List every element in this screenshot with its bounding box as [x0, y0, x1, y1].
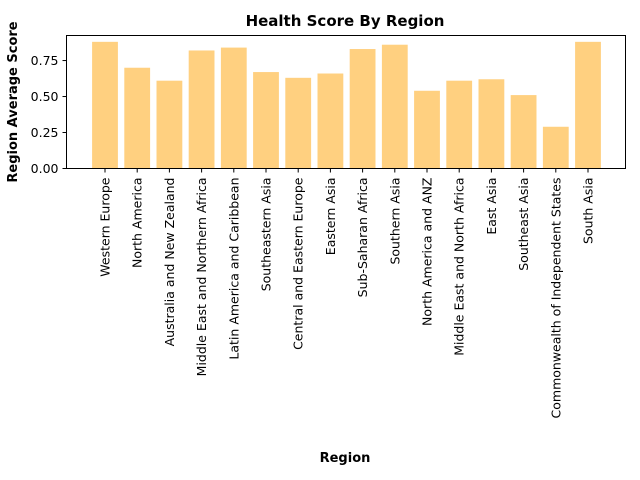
x-tick-label: Latin America and Caribbean [226, 178, 241, 360]
y-tick-label: 0.25 [31, 125, 59, 140]
bar [349, 49, 376, 169]
x-tick-label: Sub-Saharan Africa [355, 178, 370, 298]
y-tick-label: 0.50 [31, 89, 59, 104]
bar [575, 41, 601, 169]
x-axis: Western Europe North America Australia and… [98, 168, 596, 419]
bar [124, 67, 151, 169]
x-tick-label: East Asia [484, 178, 499, 235]
y-tick-label: 0.75 [31, 53, 59, 68]
x-tick-label: North America [130, 178, 145, 269]
x-tick-label: Central and Eastern Europe [291, 177, 306, 350]
plot-frame [66, 35, 626, 169]
x-tick-label: Middle East and Northern Africa [194, 178, 209, 377]
x-tick-label: Middle East and North Africa [452, 178, 467, 356]
bar [381, 44, 408, 169]
x-tick-label: Southeastern Asia [259, 178, 274, 292]
x-tick-label: Eastern Asia [323, 178, 338, 256]
x-tick-label: North America and ANZ [420, 178, 435, 326]
x-tick-label: Australia and New Zealand [162, 178, 177, 347]
bar [542, 126, 569, 169]
x-axis-label: Region [320, 451, 371, 466]
bar [188, 50, 215, 169]
bar [253, 72, 279, 169]
bar [510, 95, 537, 169]
y-tick-label: 0.00 [31, 161, 59, 176]
bar [446, 80, 473, 169]
bar [478, 79, 505, 169]
x-tick-label: Southeast Asia [516, 178, 531, 271]
bar [156, 80, 183, 169]
x-tick-label: South Asia [581, 178, 596, 245]
x-tick-label: Commonwealth of Independent States [548, 178, 563, 419]
bars-group [92, 41, 601, 169]
y-axis: 0.00 0.25 0.50 0.75 [31, 53, 67, 176]
bar [285, 77, 312, 169]
bar [220, 47, 247, 169]
bar [414, 90, 440, 169]
chart-title: Health Score By Region [246, 12, 445, 30]
bar [92, 41, 118, 169]
bar [317, 73, 344, 169]
y-axis-label: Region Average Score [6, 21, 21, 182]
x-tick-label: Western Europe [98, 177, 113, 277]
x-tick-label: Southern Asia [387, 178, 402, 265]
